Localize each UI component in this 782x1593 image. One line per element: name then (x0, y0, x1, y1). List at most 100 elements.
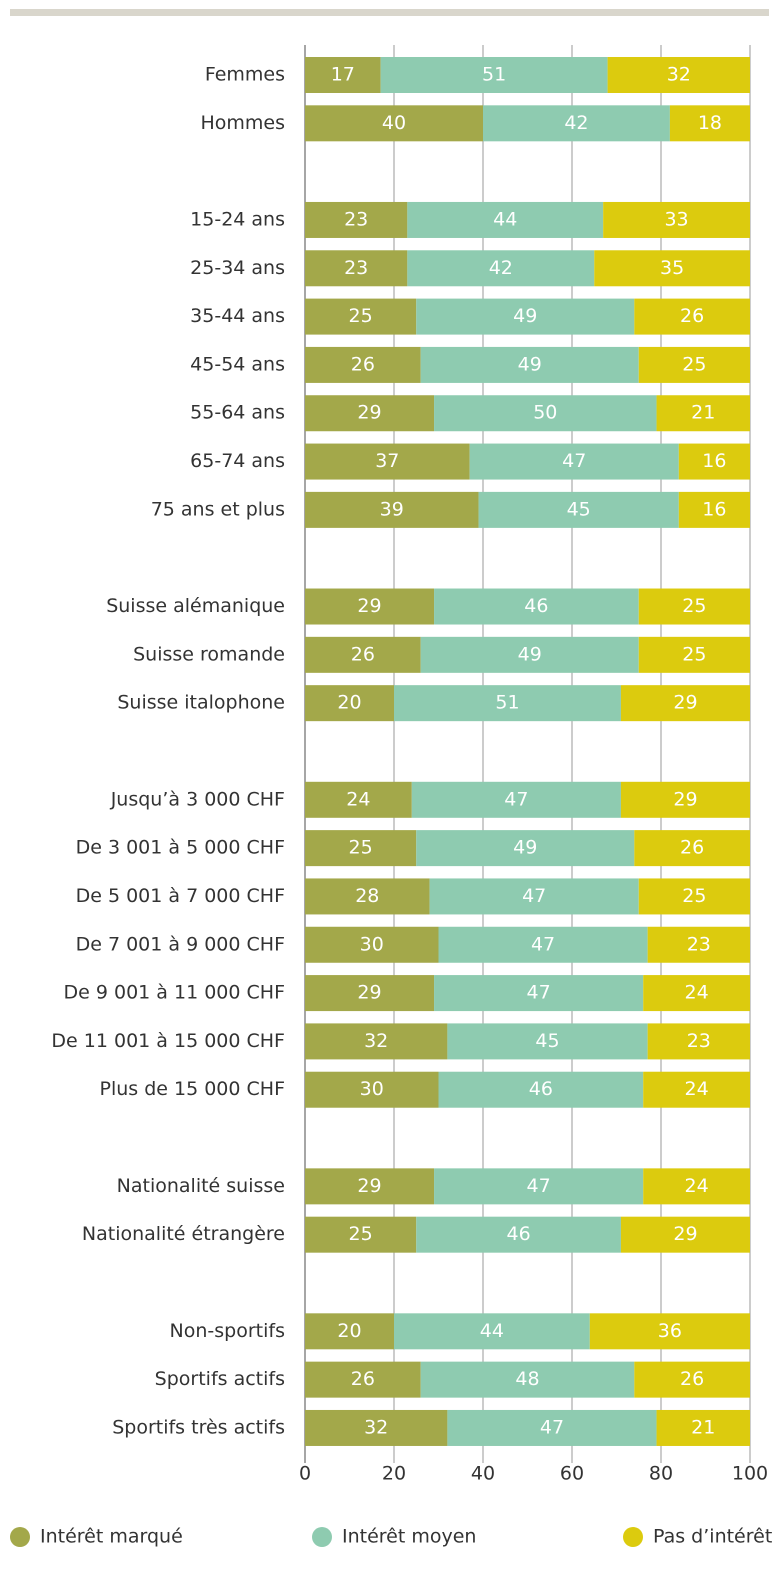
value-label: 45 (567, 498, 591, 520)
value-label: 26 (351, 353, 375, 375)
bar-segment (305, 878, 430, 915)
bar-segment (647, 1023, 750, 1060)
bar-segment (394, 1313, 590, 1350)
bar-segment (305, 636, 421, 673)
category-label: De 7 001 à 9 000 CHF (76, 933, 285, 955)
value-label: 49 (518, 353, 542, 375)
category-label: 35-44 ans (190, 305, 285, 327)
category-label: Suisse alémanique (106, 595, 285, 617)
bar-segment (434, 975, 644, 1012)
category-label: 45-54 ans (190, 353, 285, 375)
bar-segment (434, 395, 657, 432)
value-label: 33 (664, 208, 688, 230)
value-label: 44 (493, 208, 517, 230)
value-label: 32 (364, 1416, 388, 1438)
value-label: 24 (685, 1175, 709, 1197)
bar-segment (305, 1071, 439, 1108)
category-label: Plus de 15 000 CHF (99, 1078, 285, 1100)
bar-segment (305, 975, 435, 1012)
bar-segment (620, 685, 750, 722)
bar-segment (305, 250, 408, 287)
value-label: 29 (357, 402, 381, 424)
value-label: 24 (685, 1078, 709, 1100)
value-label: 44 (480, 1320, 504, 1342)
bar-segment (305, 1023, 448, 1060)
bar-segment (434, 588, 639, 625)
value-label: 26 (351, 1368, 375, 1390)
bar-segment (620, 1216, 750, 1253)
bar-segment (634, 298, 750, 335)
legend-swatch (312, 1527, 332, 1547)
value-label: 29 (673, 788, 697, 810)
value-label: 30 (360, 933, 384, 955)
value-label: 16 (702, 450, 726, 472)
bar-segment (305, 298, 417, 335)
value-label: 26 (680, 837, 704, 859)
bar-segment (305, 1361, 421, 1398)
bar-segment (416, 830, 635, 867)
bar-segment (380, 57, 608, 93)
category-label: Suisse romande (133, 643, 285, 665)
value-label: 26 (680, 305, 704, 327)
bar-segment (634, 1361, 750, 1398)
value-label: 42 (564, 112, 588, 134)
bar-segment (638, 588, 750, 625)
value-label: 17 (331, 64, 355, 86)
value-label: 24 (346, 788, 370, 810)
value-label: 16 (702, 498, 726, 520)
category-label: Hommes (200, 112, 285, 134)
value-label: 30 (360, 1078, 384, 1100)
bar-segment (438, 926, 648, 963)
x-tick-label: 0 (299, 1463, 311, 1485)
value-label: 29 (357, 595, 381, 617)
value-label: 25 (682, 885, 706, 907)
x-tick-label: 60 (560, 1463, 584, 1485)
category-label: 55-64 ans (190, 402, 285, 424)
bar-segment (643, 1071, 750, 1108)
bar-segment (656, 395, 750, 432)
value-label: 37 (375, 450, 399, 472)
value-label: 49 (518, 643, 542, 665)
value-label: 42 (489, 257, 513, 279)
bar-segment (305, 1409, 448, 1446)
value-label: 47 (527, 1175, 551, 1197)
bar-segment (305, 781, 412, 818)
bar-segment (305, 491, 479, 528)
bar-segment (643, 1168, 750, 1205)
value-label: 29 (357, 1175, 381, 1197)
value-label: 23 (687, 1030, 711, 1052)
bar-segment (411, 781, 621, 818)
value-label: 20 (337, 1320, 361, 1342)
value-label: 25 (349, 837, 373, 859)
bar-segment (420, 636, 639, 673)
value-label: 47 (540, 1416, 564, 1438)
value-label: 26 (680, 1368, 704, 1390)
value-label: 25 (682, 353, 706, 375)
category-label: De 9 001 à 11 000 CHF (64, 982, 285, 1004)
bar-segment (669, 105, 750, 142)
bar-segment (305, 57, 381, 93)
bar-segment (416, 298, 635, 335)
value-label: 46 (529, 1078, 553, 1100)
value-label: 39 (380, 498, 404, 520)
value-label: 40 (382, 112, 406, 134)
bar-segment (305, 1313, 394, 1350)
value-label: 28 (355, 885, 379, 907)
bar-segment (305, 1216, 417, 1253)
value-label: 47 (522, 885, 546, 907)
value-label: 18 (698, 112, 722, 134)
bar-segment (678, 443, 750, 480)
bar-segment (305, 588, 435, 625)
value-label: 32 (667, 64, 691, 86)
bar-segment (305, 395, 435, 432)
value-label: 47 (562, 450, 586, 472)
value-label: 47 (527, 982, 551, 1004)
category-label: Sportifs actifs (155, 1368, 285, 1390)
value-label: 50 (533, 402, 557, 424)
bar-segment (656, 1409, 750, 1446)
bar-segment (638, 878, 750, 915)
value-label: 25 (349, 1223, 373, 1245)
category-label: Nationalité suisse (117, 1175, 285, 1197)
